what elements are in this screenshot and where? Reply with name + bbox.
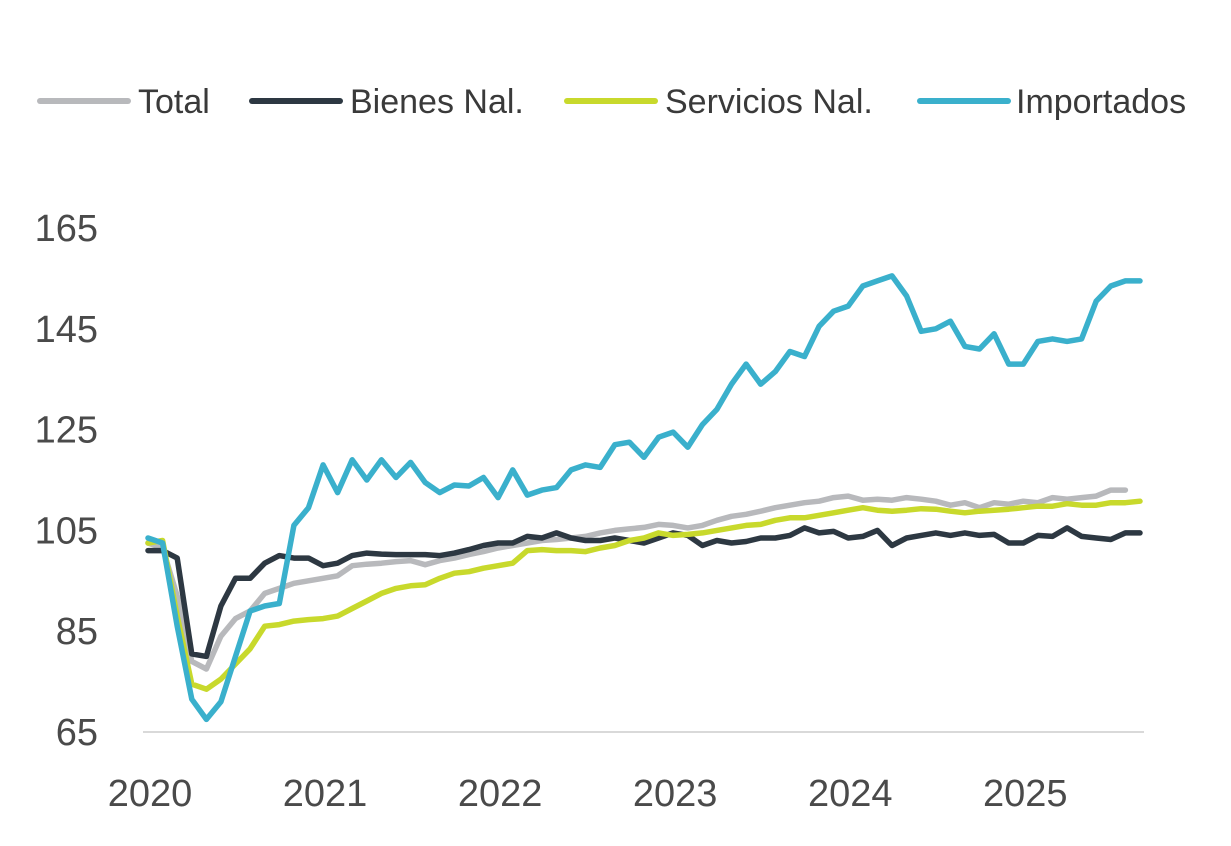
y-tick-label: 125	[35, 410, 98, 452]
legend-label-total: Total	[138, 83, 210, 121]
x-axis-ticks: 2020 2021 2022 2023 2024 2025	[108, 773, 1068, 815]
y-tick-label: 165	[35, 208, 98, 250]
legend-label-servicios-nal: Servicios Nal.	[665, 83, 873, 121]
x-tick-label: 2025	[983, 773, 1068, 815]
series-line-servicios-nal	[145, 498, 1143, 692]
x-tick-label: 2022	[458, 773, 543, 815]
x-tick-label: 2020	[108, 773, 193, 815]
series-line-importados	[145, 273, 1143, 723]
y-tick-label: 85	[56, 611, 98, 653]
y-tick-label: 105	[35, 510, 98, 552]
series-line-total	[145, 487, 1129, 672]
y-axis-ticks: 65 85 105 125 145 165	[35, 208, 98, 754]
x-tick-label: 2021	[283, 773, 368, 815]
y-tick-label: 65	[56, 712, 98, 754]
x-tick-label: 2024	[808, 773, 893, 815]
legend-label-bienes-nal: Bienes Nal.	[350, 83, 524, 121]
series-lines	[145, 273, 1143, 723]
x-tick-label: 2023	[633, 773, 718, 815]
legend-label-importados: Importados	[1016, 83, 1186, 121]
series-line-bienes-nal	[145, 525, 1143, 660]
y-tick-label: 145	[35, 309, 98, 351]
legend: Total Bienes Nal. Servicios Nal. Importados	[37, 83, 1186, 121]
